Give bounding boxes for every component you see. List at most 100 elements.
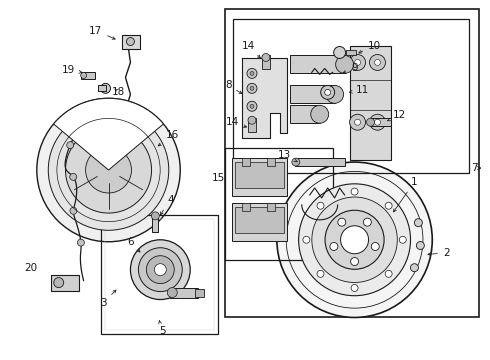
Text: 16: 16 bbox=[158, 130, 179, 146]
Text: 12: 12 bbox=[388, 110, 406, 121]
Polygon shape bbox=[242, 58, 287, 138]
Circle shape bbox=[70, 174, 76, 180]
Circle shape bbox=[385, 270, 392, 277]
Bar bbox=[98, 85, 105, 91]
Bar bbox=[267, 158, 275, 166]
Circle shape bbox=[250, 86, 254, 90]
Circle shape bbox=[250, 71, 254, 75]
Circle shape bbox=[355, 59, 361, 66]
Circle shape bbox=[351, 188, 358, 195]
Bar bbox=[248, 118, 256, 132]
Circle shape bbox=[167, 288, 177, 298]
Circle shape bbox=[399, 236, 406, 243]
Bar bbox=[195, 289, 204, 297]
Text: 4: 4 bbox=[160, 195, 173, 215]
Circle shape bbox=[81, 72, 87, 78]
Circle shape bbox=[325, 210, 384, 269]
Bar bbox=[104, 219, 214, 330]
Text: 5: 5 bbox=[159, 321, 166, 336]
Circle shape bbox=[138, 248, 182, 292]
Bar bbox=[232, 158, 287, 196]
Text: 9: 9 bbox=[343, 63, 358, 73]
Circle shape bbox=[247, 101, 257, 111]
Circle shape bbox=[303, 236, 310, 243]
Bar bbox=[242, 158, 250, 166]
Circle shape bbox=[326, 85, 343, 103]
Text: 17: 17 bbox=[89, 26, 115, 39]
Bar bbox=[267, 203, 275, 211]
Text: 2: 2 bbox=[428, 248, 449, 258]
Bar bbox=[171, 288, 198, 298]
Bar bbox=[152, 214, 158, 232]
Circle shape bbox=[154, 264, 166, 276]
Circle shape bbox=[321, 85, 335, 99]
Circle shape bbox=[367, 118, 374, 126]
Text: 20: 20 bbox=[24, 263, 37, 273]
Circle shape bbox=[415, 219, 422, 227]
Text: 8: 8 bbox=[225, 80, 242, 94]
Circle shape bbox=[317, 202, 324, 209]
Circle shape bbox=[311, 105, 329, 123]
Circle shape bbox=[77, 239, 84, 246]
Circle shape bbox=[37, 98, 180, 242]
Circle shape bbox=[374, 59, 380, 66]
Wedge shape bbox=[53, 98, 164, 170]
Circle shape bbox=[350, 257, 359, 266]
Circle shape bbox=[54, 278, 64, 288]
Circle shape bbox=[66, 127, 151, 213]
Circle shape bbox=[349, 54, 366, 71]
Bar bbox=[242, 203, 250, 211]
Circle shape bbox=[70, 207, 77, 214]
Bar bbox=[349, 45, 392, 160]
Circle shape bbox=[262, 54, 270, 62]
Bar bbox=[290, 85, 335, 103]
Circle shape bbox=[351, 284, 358, 292]
Text: 19: 19 bbox=[62, 66, 82, 76]
Bar bbox=[100, 215, 218, 334]
Circle shape bbox=[317, 270, 324, 277]
Bar bbox=[295, 158, 344, 166]
Circle shape bbox=[411, 264, 418, 272]
Circle shape bbox=[341, 226, 368, 254]
Text: 1: 1 bbox=[393, 177, 417, 212]
Bar bbox=[369, 118, 392, 126]
Bar bbox=[233, 19, 469, 173]
Circle shape bbox=[312, 197, 397, 283]
Text: 15: 15 bbox=[212, 173, 225, 183]
Bar bbox=[235, 207, 284, 233]
Circle shape bbox=[49, 110, 169, 230]
Bar bbox=[232, 203, 287, 241]
Circle shape bbox=[247, 68, 257, 78]
Circle shape bbox=[298, 184, 411, 296]
Circle shape bbox=[130, 240, 190, 300]
Circle shape bbox=[338, 218, 346, 226]
Bar bbox=[225, 9, 479, 318]
Bar bbox=[262, 55, 270, 69]
Circle shape bbox=[250, 104, 254, 108]
Text: 14: 14 bbox=[225, 117, 246, 127]
Circle shape bbox=[126, 37, 134, 45]
Circle shape bbox=[86, 147, 131, 193]
Circle shape bbox=[147, 256, 174, 284]
Bar bbox=[122, 35, 141, 49]
Bar bbox=[235, 162, 284, 188]
Circle shape bbox=[369, 114, 386, 130]
Bar bbox=[51, 275, 78, 291]
Circle shape bbox=[374, 119, 380, 125]
Circle shape bbox=[355, 119, 361, 125]
Circle shape bbox=[334, 46, 345, 58]
Circle shape bbox=[364, 218, 371, 226]
Circle shape bbox=[100, 84, 111, 93]
Text: 18: 18 bbox=[112, 87, 125, 97]
Text: 13: 13 bbox=[278, 150, 297, 162]
Bar bbox=[290, 105, 319, 123]
Circle shape bbox=[248, 116, 256, 124]
Circle shape bbox=[330, 243, 338, 251]
Text: 10: 10 bbox=[359, 41, 381, 53]
Bar bbox=[225, 148, 333, 260]
Circle shape bbox=[369, 54, 386, 71]
Circle shape bbox=[292, 158, 300, 166]
Text: 3: 3 bbox=[100, 290, 116, 307]
Circle shape bbox=[67, 142, 74, 149]
Circle shape bbox=[349, 114, 366, 130]
